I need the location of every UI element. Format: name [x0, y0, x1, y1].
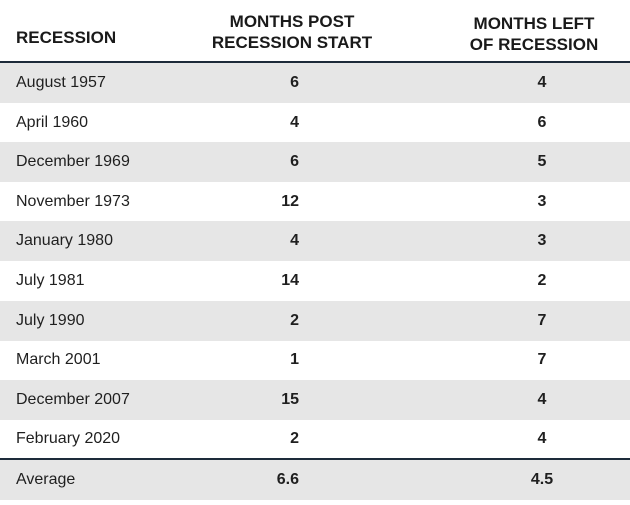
months-post: 12: [281, 192, 299, 210]
table-row: Average 6.6 4.5: [0, 460, 630, 500]
recession-name: March 2001: [16, 351, 101, 369]
header-line: MONTHS LEFT: [473, 14, 595, 33]
months-left: 2: [537, 272, 547, 289]
table-row: November 1973 12 3: [0, 182, 630, 222]
recession-name: December 2007: [16, 390, 130, 408]
recession-name: February 2020: [16, 430, 121, 448]
table-row: July 1981 14 2: [0, 261, 630, 301]
recession-name: April 1960: [16, 113, 89, 131]
recession-name: January 1980: [16, 232, 113, 250]
recession-name: Average: [16, 471, 76, 488]
months-left: 4.5: [530, 471, 554, 488]
months-post: 14: [281, 272, 299, 289]
months-post: 4: [290, 113, 299, 131]
recession-name: December 1969: [16, 153, 130, 171]
table-row: August 1957 6 4: [0, 63, 630, 103]
months-post: 1: [290, 351, 299, 369]
table-row: December 2007 15 4: [0, 379, 630, 420]
months-left: 5: [537, 153, 547, 171]
table-row: March 2001 1 7: [0, 340, 630, 380]
months-post: 2: [290, 311, 299, 329]
table-row: February 2020 2 4: [0, 419, 630, 459]
footer-rule: [0, 458, 630, 460]
table-row: January 1980 4 3: [0, 221, 630, 262]
months-post: 15: [281, 390, 299, 408]
header-line: OF RECESSION: [469, 35, 599, 54]
months-left: 7: [537, 351, 547, 369]
months-post: 6: [290, 74, 299, 91]
recession-name: July 1981: [16, 272, 85, 289]
months-post: 6: [290, 153, 299, 171]
months-left: 7: [537, 311, 547, 329]
months-left: 3: [537, 192, 547, 210]
months-left: 3: [537, 232, 547, 250]
header-line: MONTHS POST: [229, 12, 355, 31]
header-months-post: MONTHS POST RECESSION START: [192, 11, 392, 53]
recession-name: August 1957: [16, 74, 106, 91]
header-months-left: MONTHS LEFT OF RECESSION: [434, 13, 630, 55]
months-left: 4: [537, 74, 547, 91]
months-post: 6.6: [276, 471, 299, 488]
months-left: 4: [537, 430, 547, 448]
recession-name: November 1973: [16, 192, 130, 210]
recession-name: July 1990: [16, 311, 85, 329]
table-row: April 1960 4 6: [0, 103, 630, 143]
months-post: 4: [290, 232, 299, 250]
months-left: 4: [537, 390, 547, 408]
months-left: 6: [537, 113, 547, 131]
table-row: December 1969 6 5: [0, 142, 630, 183]
table-row: July 1990 2 7: [0, 300, 630, 341]
header-recession: RECESSION: [16, 28, 117, 47]
header-rule: [0, 61, 630, 63]
months-post: 2: [290, 430, 299, 448]
header-line: RECESSION START: [211, 33, 373, 52]
